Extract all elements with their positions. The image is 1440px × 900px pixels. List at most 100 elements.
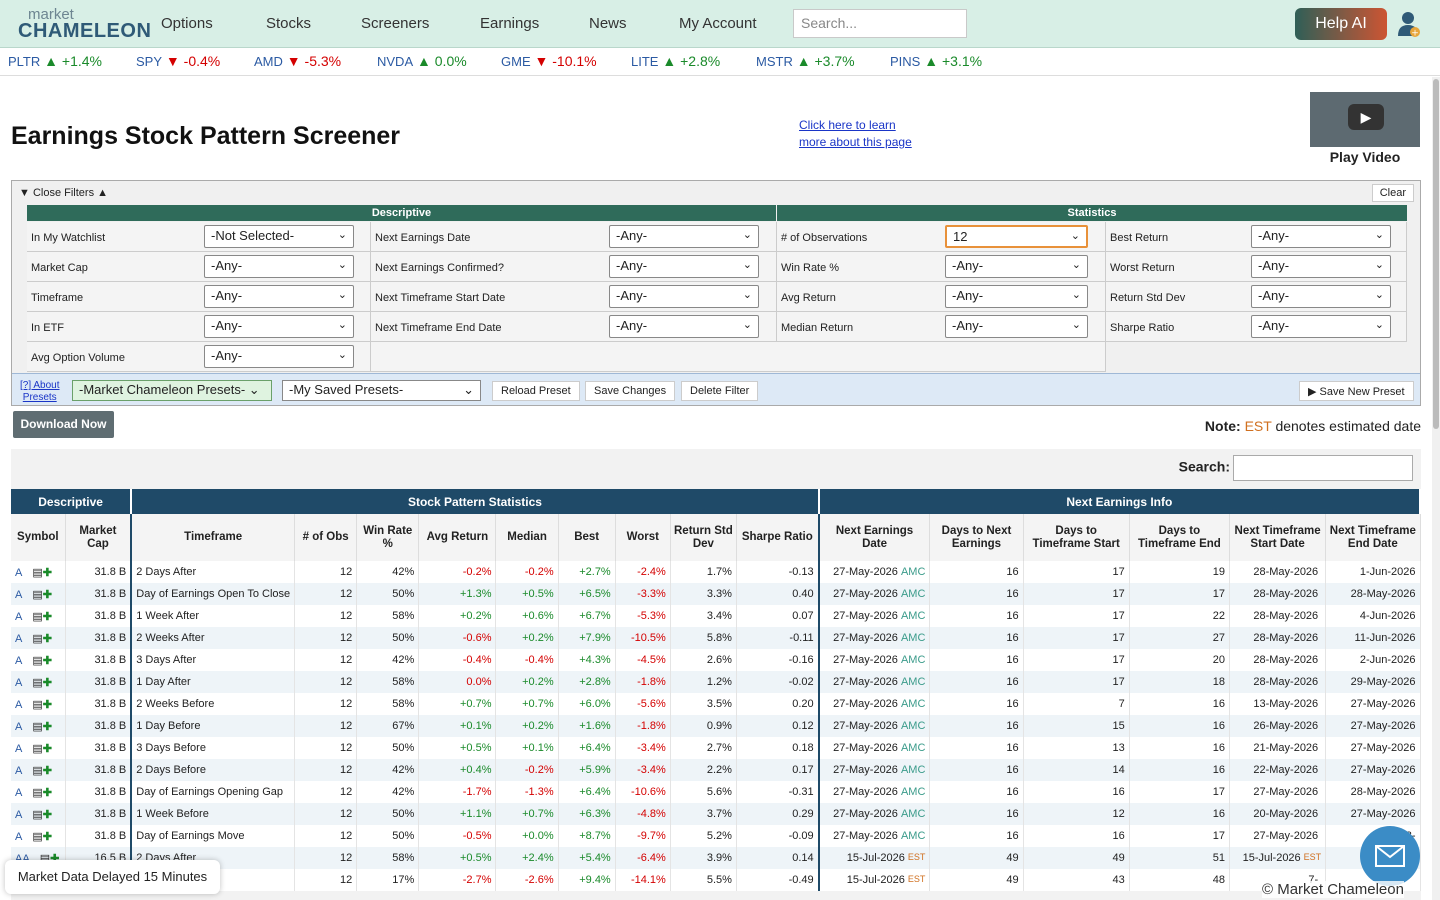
symbol-link[interactable]: A — [15, 786, 23, 799]
document-icon[interactable]: ▤ — [32, 764, 43, 777]
in-etf-select[interactable]: -Any- ⌄ — [204, 315, 354, 338]
table-row[interactable]: A ▤✚ 31.8 B Day of Earnings Open To Close 12… — [11, 583, 1421, 605]
symbol-cell[interactable]: A ▤✚ — [11, 649, 66, 671]
add-watchlist-icon[interactable]: ✚ — [42, 698, 52, 711]
watchlist-select[interactable]: -Not Selected- ⌄ — [204, 225, 354, 248]
add-watchlist-icon[interactable]: ✚ — [42, 676, 52, 689]
symbol-cell[interactable]: A ▤✚ — [11, 627, 66, 649]
ticker-item[interactable]: LITE ▲ +2.8% — [631, 53, 720, 69]
chat-button[interactable] — [1360, 826, 1420, 886]
add-watchlist-icon[interactable]: ✚ — [42, 764, 52, 777]
ticker-item[interactable]: PINS ▲ +3.1% — [890, 53, 982, 69]
ticker-item[interactable]: MSTR ▲ +3.7% — [756, 53, 855, 69]
delete-filter-button[interactable]: Delete Filter — [681, 381, 759, 401]
observations-select[interactable]: 12 ⌄ — [945, 225, 1088, 248]
symbol-cell[interactable]: A ▤✚ — [11, 825, 66, 847]
column-header[interactable]: Next Timeframe Start Date — [1229, 514, 1327, 561]
scrollbar-thumb[interactable] — [1433, 79, 1439, 429]
ticker-item[interactable]: SPY ▼ -0.4% — [136, 53, 220, 69]
document-icon[interactable]: ▤ — [32, 632, 43, 645]
add-watchlist-icon[interactable]: ✚ — [42, 566, 52, 579]
timeframe-start-select[interactable]: -Any- ⌄ — [609, 285, 759, 308]
symbol-link[interactable]: A — [15, 698, 23, 711]
win-rate-select[interactable]: -Any- ⌄ — [945, 255, 1088, 278]
add-watchlist-icon[interactable]: ✚ — [42, 720, 52, 733]
close-filters-toggle[interactable]: ▼ Close Filters ▲ — [19, 187, 108, 199]
column-header[interactable]: Return Std Dev — [670, 514, 737, 561]
symbol-cell[interactable]: A ▤✚ — [11, 693, 66, 715]
nav-earnings[interactable]: Earnings — [480, 15, 540, 32]
column-header[interactable]: Days to Timeframe Start — [1023, 514, 1130, 561]
document-icon[interactable]: ▤ — [32, 830, 43, 843]
symbol-link[interactable]: A — [15, 764, 23, 777]
median-return-select[interactable]: -Any- ⌄ — [945, 315, 1088, 338]
symbol-link[interactable]: A — [15, 742, 23, 755]
document-icon[interactable]: ▤ — [32, 566, 43, 579]
add-watchlist-icon[interactable]: ✚ — [42, 742, 52, 755]
symbol-link[interactable]: A — [15, 720, 23, 733]
symbol-cell[interactable]: A ▤✚ — [11, 715, 66, 737]
save-new-preset-button[interactable]: ▶ Save New Preset — [1299, 381, 1414, 401]
symbol-link[interactable]: A — [15, 676, 23, 689]
add-watchlist-icon[interactable]: ✚ — [42, 654, 52, 667]
document-icon[interactable]: ▤ — [32, 786, 43, 799]
document-icon[interactable]: ▤ — [32, 742, 43, 755]
nav-screeners[interactable]: Screeners — [361, 15, 430, 32]
document-icon[interactable]: ▤ — [32, 676, 43, 689]
worst-return-select[interactable]: -Any- ⌄ — [1251, 255, 1391, 278]
user-add-icon[interactable]: + — [1398, 10, 1420, 38]
symbol-link[interactable]: A — [15, 566, 23, 579]
reload-preset-button[interactable]: Reload Preset — [492, 381, 580, 401]
avg-return-select[interactable]: -Any- ⌄ — [945, 285, 1088, 308]
table-row[interactable]: 12 17% -2.7% -2.6% +9.4% -14.1% 5.5% -0.49 15-Ju… — [11, 869, 1421, 891]
timeframe-end-select[interactable]: -Any- ⌄ — [609, 315, 759, 338]
return-std-dev-select[interactable]: -Any- ⌄ — [1251, 285, 1391, 308]
symbol-cell[interactable]: A ▤✚ — [11, 803, 66, 825]
ticker-item[interactable]: GME ▼ -10.1% — [501, 53, 597, 69]
document-icon[interactable]: ▤ — [32, 698, 43, 711]
column-header[interactable]: Median — [495, 514, 559, 561]
clear-filters-button[interactable]: Clear — [1371, 184, 1414, 202]
site-logo[interactable]: market CHAMELEON — [18, 6, 151, 42]
site-search-input[interactable]: Search... — [793, 9, 967, 38]
symbol-cell[interactable]: A ▤✚ — [11, 561, 66, 583]
nav-news[interactable]: News — [589, 15, 627, 32]
my-saved-presets-select[interactable]: -My Saved Presets- ⌄ — [282, 380, 481, 401]
symbol-link[interactable]: A — [15, 632, 23, 645]
help-ai-button[interactable]: Help AI — [1295, 8, 1387, 40]
nav-options[interactable]: Options — [161, 15, 213, 32]
symbol-cell[interactable]: A ▤✚ — [11, 605, 66, 627]
symbol-cell[interactable]: A ▤✚ — [11, 781, 66, 803]
sharpe-ratio-select[interactable]: -Any- ⌄ — [1251, 315, 1391, 338]
symbol-link[interactable]: A — [15, 610, 23, 623]
symbol-link[interactable]: A — [15, 808, 23, 821]
document-icon[interactable]: ▤ — [39, 852, 51, 865]
play-video-widget[interactable]: ▶ Play Video — [1310, 92, 1420, 167]
ticker-item[interactable]: AMD ▼ -5.3% — [254, 53, 341, 69]
column-header[interactable]: Avg Return — [418, 514, 497, 561]
column-header[interactable]: Worst — [615, 514, 671, 561]
earnings-confirmed-select[interactable]: -Any- ⌄ — [609, 255, 759, 278]
document-icon[interactable]: ▤ — [32, 808, 43, 821]
document-icon[interactable]: ▤ — [32, 610, 43, 623]
add-watchlist-icon[interactable]: ✚ — [42, 830, 52, 843]
symbol-link[interactable]: A — [15, 830, 23, 843]
market-chameleon-presets-select[interactable]: -Market Chameleon Presets- ⌄ — [72, 380, 272, 401]
column-header[interactable]: Win Rate % — [356, 514, 420, 561]
save-changes-button[interactable]: Save Changes — [585, 381, 676, 401]
add-watchlist-icon[interactable]: ✚ — [42, 786, 52, 799]
next-earnings-date-select[interactable]: -Any- ⌄ — [609, 225, 759, 248]
nav-stocks[interactable]: Stocks — [266, 15, 312, 32]
grid-search-input[interactable] — [1233, 455, 1413, 481]
symbol-link[interactable]: A — [15, 654, 23, 667]
